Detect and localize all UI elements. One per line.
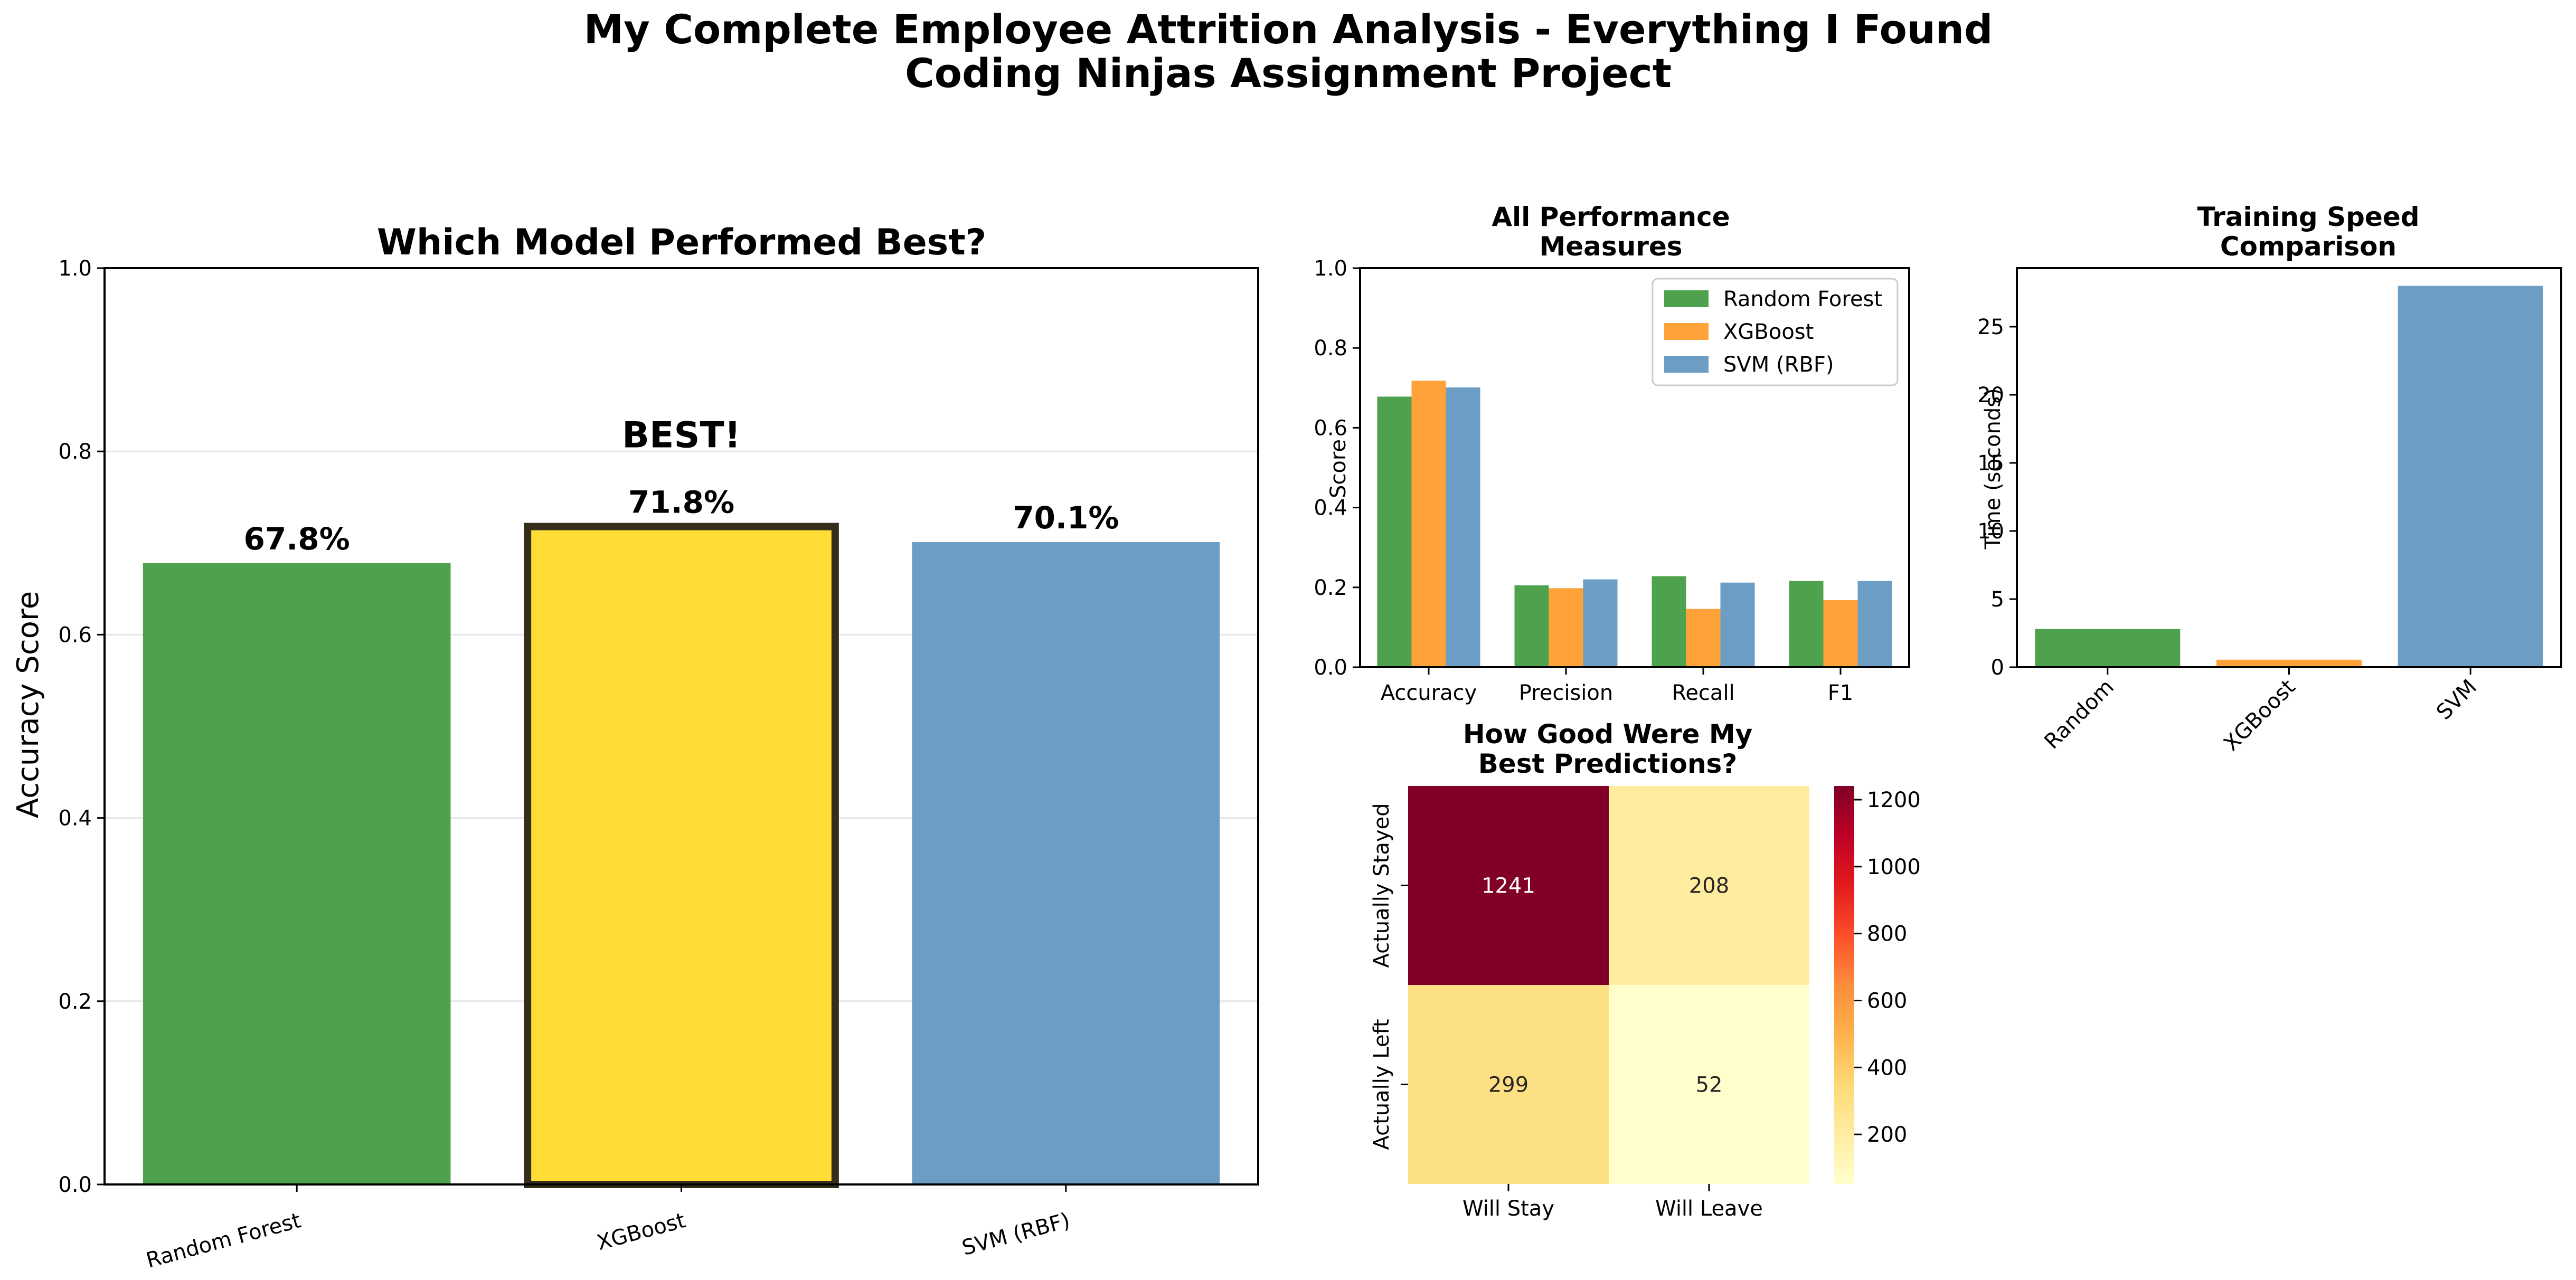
heatmap-title-line1: How Good Were My — [1463, 719, 1752, 750]
measures-bar — [1652, 576, 1686, 667]
speed-chart: Training Speed Comparison Time (seconds)… — [1977, 202, 2562, 756]
accuracy-bar — [143, 563, 451, 1184]
measures-bar — [1789, 581, 1824, 667]
measures-y-tick-label: 0.8 — [1314, 336, 1347, 361]
measures-bar — [1720, 582, 1755, 667]
legend-swatch — [1664, 290, 1709, 307]
measures-y-tick-label: 0.2 — [1314, 576, 1347, 600]
accuracy-bar — [912, 542, 1220, 1184]
measures-y-tick-label: 1.0 — [1314, 257, 1347, 281]
speed-x-tick-label: Random — [2040, 675, 2119, 754]
colorbar-tick-label: 400 — [1867, 1056, 1907, 1080]
accuracy-y-tick-label: 1.0 — [58, 257, 92, 281]
measures-y-tick-label: 0.0 — [1314, 656, 1347, 680]
accuracy-y-tick-label: 0.0 — [58, 1173, 92, 1197]
accuracy-y-axis-label: Accuracy Score — [11, 591, 45, 818]
heatmap-cell-value: 1241 — [1482, 874, 1535, 898]
measures-x-tick-label: F1 — [1828, 681, 1853, 705]
heatmap-cell — [1408, 985, 1609, 1184]
best-annotation: BEST! — [622, 415, 741, 457]
accuracy-bar — [524, 523, 839, 1188]
speed-y-tick-label: 25 — [1977, 315, 2004, 339]
heatmap-cell — [1609, 985, 1809, 1184]
colorbar-tick-label: 1000 — [1867, 855, 1921, 879]
confusion-heatmap: How Good Were My Best Predictions? 1241 2… — [1370, 719, 1921, 1221]
measures-legend: Random Forest XGBoost SVM (RBF) — [1652, 278, 1899, 386]
measures-bar — [1377, 396, 1412, 667]
speed-bar — [2035, 629, 2181, 667]
heatmap-cell — [1609, 786, 1809, 985]
accuracy-value-label: 70.1% — [1013, 500, 1119, 536]
accuracy-value-label: 67.8% — [244, 521, 350, 557]
measures-y-tick-label: 0.6 — [1314, 416, 1347, 440]
speed-y-axis-label: Time (seconds) — [1981, 388, 2005, 549]
measures-chart: All Performance Measures Score 0.0 0.2 0.4… — [1314, 202, 1910, 705]
heatmap-x-tick-label: Will Leave — [1655, 1197, 1763, 1221]
speed-bar — [2216, 659, 2362, 667]
legend-swatch — [1664, 323, 1709, 340]
figure-title-line2: Coding Ninjas Assignment Project — [905, 50, 1672, 97]
measures-x-tick-label: Recall — [1672, 681, 1734, 705]
speed-chart-title-line2: Comparison — [2220, 231, 2396, 262]
accuracy-y-tick-label: 0.6 — [58, 623, 92, 647]
accuracy-y-tick-label: 0.2 — [58, 990, 92, 1014]
legend-label: XGBoost — [1723, 320, 1814, 344]
speed-y-tick-label: 15 — [1977, 451, 2004, 476]
measures-x-tick-label: Precision — [1519, 681, 1613, 705]
speed-x-tick-label: XGBoost — [2219, 675, 2300, 756]
heatmap-cell-value: 208 — [1689, 874, 1729, 898]
measures-legend-box — [1652, 278, 1899, 386]
heatmap-cell-value: 52 — [1696, 1073, 1723, 1097]
speed-bar — [2398, 286, 2543, 667]
measures-plot-frame — [1359, 267, 1910, 668]
measures-y-axis-label: Score — [1326, 439, 1351, 498]
speed-y-tick-label: 5 — [1991, 587, 2004, 612]
figure-title-line1: My Complete Employee Attrition Analysis … — [584, 6, 1993, 53]
measures-x-tick-label: Accuracy — [1381, 681, 1477, 705]
measures-bar — [1857, 581, 1892, 667]
accuracy-x-tick-label: SVM (RBF) — [959, 1208, 1072, 1260]
accuracy-x-tick-label: XGBoost — [595, 1208, 688, 1255]
colorbar-tick-label: 1200 — [1867, 788, 1921, 812]
accuracy-y-tick-label: 0.8 — [58, 440, 92, 464]
accuracy-chart-title: Which Model Performed Best? — [377, 222, 986, 263]
legend-label: Random Forest — [1723, 287, 1882, 311]
legend-swatch — [1664, 356, 1709, 373]
measures-bar — [1823, 600, 1858, 667]
colorbar-tick-label: 600 — [1867, 989, 1907, 1013]
measures-chart-title-line2: Measures — [1539, 231, 1682, 262]
measures-bar — [1583, 579, 1618, 667]
speed-chart-title-line1: Training Speed — [2197, 202, 2419, 232]
measures-y-tick-label: 0.4 — [1314, 496, 1347, 520]
accuracy-chart: Which Model Performed Best? Accuracy Sco… — [11, 222, 1259, 1273]
speed-y-tick-label: 10 — [1977, 519, 2004, 544]
speed-y-tick-label: 0 — [1991, 656, 2004, 680]
measures-chart-title-line1: All Performance — [1492, 202, 1730, 232]
accuracy-value-label: 71.8% — [628, 485, 734, 520]
colorbar-tick-label: 200 — [1867, 1123, 1907, 1147]
accuracy-x-tick-label: Random Forest — [144, 1208, 304, 1273]
measures-bar — [1686, 609, 1721, 667]
speed-y-tick-label: 20 — [1977, 383, 2004, 407]
heatmap-x-tick-label: Will Stay — [1462, 1197, 1554, 1221]
heatmap-y-tick-label: Actually Stayed — [1370, 803, 1394, 968]
accuracy-y-tick-label: 0.4 — [58, 807, 92, 831]
colorbar — [1834, 786, 1854, 1184]
colorbar-tick-label: 800 — [1867, 922, 1907, 946]
heatmap-title-line2: Best Predictions? — [1478, 748, 1738, 779]
heatmap-cell-value: 299 — [1488, 1073, 1528, 1097]
measures-bar — [1411, 381, 1446, 667]
legend-label: SVM (RBF) — [1723, 353, 1834, 377]
measures-bar — [1549, 588, 1583, 667]
speed-x-tick-label: SVM — [2432, 675, 2481, 725]
measures-bar — [1514, 585, 1549, 667]
heatmap-y-tick-label: Actually Left — [1370, 1019, 1394, 1150]
heatmap-cell — [1408, 786, 1609, 985]
measures-bar — [1446, 387, 1480, 667]
